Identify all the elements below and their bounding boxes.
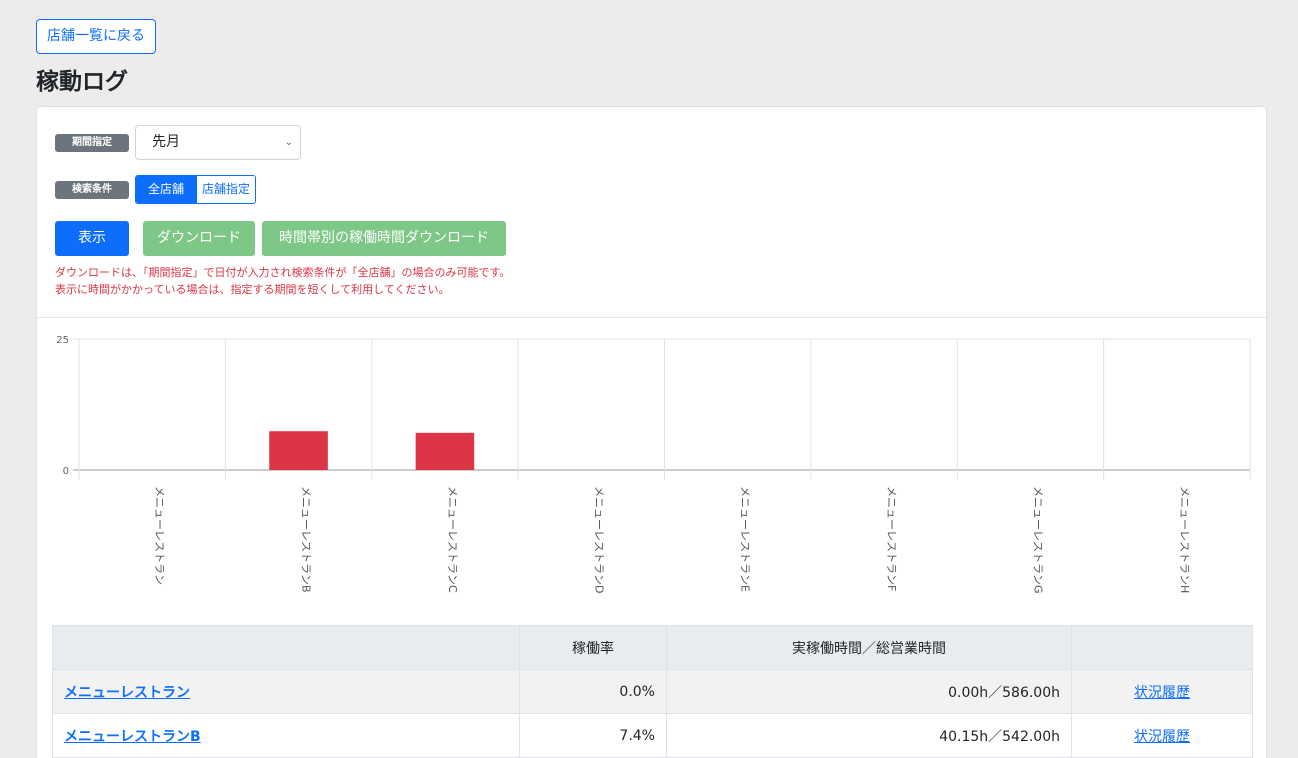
hours-cell: 40.15h／542.00h — [666, 713, 1072, 758]
x-tick-label: メニューレストランF — [885, 486, 898, 591]
header-store — [52, 625, 520, 670]
utilization-table: 稼働率 実稼働時間／総営業時間 メニューレストラン 0.0% 0.00h／586… — [52, 625, 1253, 758]
condition-specific-store[interactable]: 店舗指定 — [196, 176, 256, 203]
chart-bar — [269, 431, 328, 470]
header-hours: 実稼働時間／総営業時間 — [666, 625, 1072, 670]
rate-cell: 0.0% — [519, 669, 667, 714]
table-row: メニューレストラン 0.0% 0.00h／586.00h 状況履歴 — [52, 669, 1253, 714]
period-select-value: 先月 — [152, 134, 180, 150]
display-note: 表示に時間がかかっている場合は、指定する期間を短くして利用してください。 — [55, 283, 450, 296]
rate-cell: 7.4% — [519, 713, 667, 758]
download-note: ダウンロードは、「期間指定」で日付が入力され検索条件が「全店舗」の場合のみ可能で… — [55, 266, 511, 279]
condition-toggle-group: 全店舗 店舗指定 — [135, 175, 257, 204]
condition-label-badge: 検索条件 — [55, 181, 129, 199]
condition-all-stores[interactable]: 全店舗 — [136, 176, 197, 203]
x-tick-label: メニューレストラン — [153, 486, 166, 585]
back-to-stores-button[interactable]: 店舗一覧に戻る — [36, 19, 156, 54]
show-button[interactable]: 表示 — [55, 221, 129, 256]
period-label-badge: 期間指定 — [55, 134, 129, 152]
chart-bar — [415, 432, 475, 470]
table-row: メニューレストランB 7.4% 40.15h／542.00h 状況履歴 — [52, 713, 1253, 758]
history-cell: 状況履歴 — [1071, 713, 1253, 758]
download-button[interactable]: ダウンロード — [143, 221, 255, 256]
y-tick-label: 0 — [63, 466, 69, 477]
history-cell: 状況履歴 — [1071, 669, 1253, 714]
header-rate: 稼働率 — [519, 625, 667, 670]
page-title: 稼動ログ — [36, 69, 128, 95]
table-header-row: 稼働率 実稼働時間／総営業時間 — [52, 625, 1253, 670]
x-tick-label: メニューレストランH — [1178, 486, 1191, 593]
store-cell: メニューレストランB — [52, 713, 520, 758]
hours-cell: 0.00h／586.00h — [666, 669, 1072, 714]
store-link[interactable]: メニューレストラン — [64, 684, 190, 701]
x-tick-label: メニューレストランB — [300, 486, 313, 593]
store-cell: メニューレストラン — [52, 669, 520, 714]
x-tick-label: メニューレストランC — [446, 486, 459, 593]
divider — [37, 317, 1266, 318]
period-select[interactable]: 先月 ⌄ — [135, 125, 301, 160]
hourly-download-button[interactable]: 時間帯別の稼働時間ダウンロード — [262, 221, 506, 256]
x-tick-label: メニューレストランG — [1031, 486, 1044, 594]
y-tick-label: 25 — [56, 335, 69, 346]
store-link[interactable]: メニューレストランB — [64, 728, 201, 745]
filter-card: 期間指定 先月 ⌄ 検索条件 全店舗 店舗指定 表示 ダウンロード 時間帯別の稼… — [36, 106, 1267, 758]
chevron-down-icon: ⌄ — [284, 137, 293, 148]
x-tick-label: メニューレストランE — [739, 486, 752, 592]
x-tick-label: メニューレストランD — [592, 486, 605, 593]
utilization-bar-chart: 0 25 メニューレストラン メニューレストランB メニューレストランC メニューレストラ… — [56, 335, 1251, 594]
header-history — [1071, 625, 1253, 670]
history-link[interactable]: 状況履歴 — [1134, 684, 1190, 701]
history-link[interactable]: 状況履歴 — [1134, 728, 1190, 745]
